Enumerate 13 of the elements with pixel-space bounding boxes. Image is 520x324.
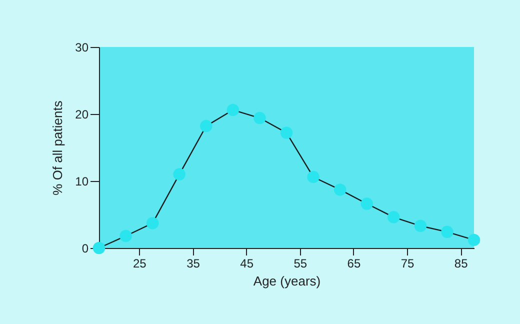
y-tick-label: 30: [75, 40, 89, 54]
x-tick-label: 55: [294, 256, 308, 270]
x-tick-label: 85: [454, 256, 468, 270]
y-axis-title: % Of all patients: [50, 100, 66, 196]
y-tick-label: 0: [82, 242, 89, 256]
x-tick-label: 75: [400, 256, 415, 270]
x-tick-label: 65: [347, 256, 361, 270]
y-tick-label: 20: [75, 108, 89, 122]
x-tick-label: 35: [186, 256, 200, 270]
x-tick-label: 45: [240, 256, 254, 270]
y-tick-label: 10: [75, 174, 89, 188]
x-axis-title: Age (years): [253, 274, 321, 288]
x-tick-label: 25: [133, 256, 147, 270]
